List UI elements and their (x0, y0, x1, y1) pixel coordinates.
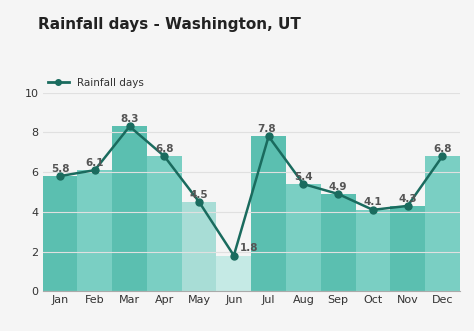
Text: 6.8: 6.8 (433, 144, 452, 154)
Bar (43, 176, 77, 291)
Text: 6.1: 6.1 (85, 158, 104, 168)
Bar (286, 184, 321, 291)
Bar (77, 170, 112, 291)
Text: Rainfall days - Washington, UT: Rainfall days - Washington, UT (38, 17, 301, 31)
Text: 5.4: 5.4 (294, 172, 313, 182)
Bar (390, 206, 425, 291)
Text: 5.8: 5.8 (51, 164, 69, 174)
Bar (217, 256, 251, 291)
Bar (321, 194, 356, 291)
Legend: Rainfall days: Rainfall days (44, 74, 148, 93)
Bar (182, 202, 217, 291)
Text: 7.8: 7.8 (257, 124, 276, 134)
Bar (147, 156, 182, 291)
Text: 1.8: 1.8 (240, 243, 259, 253)
Text: 8.3: 8.3 (120, 114, 139, 124)
Text: 4.5: 4.5 (190, 190, 209, 200)
Bar (112, 126, 147, 291)
Bar (251, 136, 286, 291)
Text: 6.8: 6.8 (155, 144, 173, 154)
Text: 4.3: 4.3 (398, 194, 417, 204)
Bar (356, 210, 390, 291)
Text: 4.1: 4.1 (364, 198, 382, 208)
Bar (425, 156, 460, 291)
Text: 4.9: 4.9 (329, 182, 347, 192)
